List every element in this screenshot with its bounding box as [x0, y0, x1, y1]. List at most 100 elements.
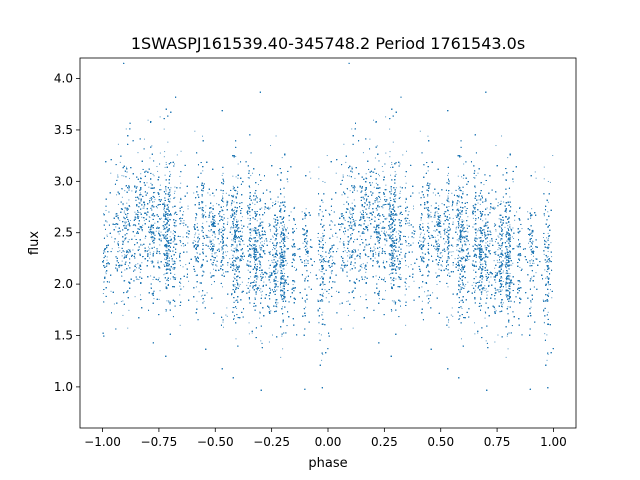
- data-point: [350, 262, 352, 264]
- data-point: [106, 256, 108, 258]
- data-point: [460, 247, 462, 249]
- data-point: [121, 255, 123, 257]
- data-point: [466, 224, 468, 226]
- data-point: [277, 302, 279, 304]
- data-point: [509, 273, 511, 275]
- data-point: [423, 233, 425, 235]
- data-point: [208, 247, 210, 249]
- data-point: [362, 263, 364, 265]
- data-point: [436, 283, 438, 285]
- data-point: [462, 256, 464, 258]
- data-point: [532, 255, 534, 257]
- data-point: [264, 240, 266, 242]
- data-point: [506, 295, 508, 297]
- data-point: [195, 240, 197, 242]
- data-point: [376, 260, 378, 262]
- data-point: [324, 181, 326, 183]
- data-point: [408, 286, 410, 288]
- data-point: [386, 231, 387, 233]
- data-point: [128, 177, 130, 179]
- data-point: [506, 272, 508, 274]
- data-point: [544, 269, 546, 271]
- data-point: [281, 252, 283, 254]
- data-point: [211, 263, 213, 265]
- data-point: [481, 251, 483, 253]
- data-point: [508, 233, 510, 235]
- data-point: [321, 256, 323, 258]
- data-point: [347, 260, 349, 262]
- data-point: [499, 288, 501, 290]
- data-point: [240, 237, 242, 239]
- data-point: [206, 221, 208, 223]
- data-point: [477, 172, 479, 174]
- data-point: [271, 259, 273, 261]
- data-point: [377, 204, 379, 206]
- data-point: [431, 237, 433, 239]
- data-point: [510, 279, 512, 281]
- data-point: [174, 205, 176, 207]
- data-point: [239, 283, 241, 285]
- data-point: [247, 269, 249, 271]
- data-point: [255, 240, 257, 242]
- data-point: [367, 244, 369, 246]
- data-point: [155, 230, 157, 232]
- data-point: [485, 242, 487, 244]
- data-point: [398, 230, 400, 232]
- data-point: [377, 232, 379, 234]
- data-point: [264, 276, 266, 278]
- data-point: [269, 276, 271, 278]
- data-point: [226, 200, 228, 202]
- data-point: [152, 254, 154, 256]
- data-point: [206, 237, 208, 239]
- data-point: [399, 239, 401, 241]
- data-point: [461, 219, 463, 221]
- data-point: [119, 250, 121, 252]
- data-point: [193, 192, 195, 194]
- data-point: [143, 220, 145, 222]
- data-point: [398, 233, 400, 235]
- data-point: [447, 174, 449, 176]
- data-point: [205, 205, 207, 207]
- data-point: [418, 192, 420, 194]
- data-point: [395, 173, 397, 175]
- data-point: [494, 308, 496, 310]
- data-point: [499, 277, 501, 279]
- data-point: [547, 300, 549, 302]
- data-point: [157, 226, 159, 228]
- data-point: [135, 225, 137, 227]
- data-point: [138, 202, 140, 204]
- data-point: [497, 202, 499, 204]
- data-point: [548, 277, 550, 279]
- data-point: [142, 256, 144, 258]
- data-point: [277, 222, 279, 224]
- data-point: [427, 270, 429, 272]
- data-point: [254, 261, 256, 263]
- data-point: [222, 235, 224, 237]
- data-point: [421, 300, 423, 302]
- data-point: [457, 175, 459, 177]
- data-point: [484, 200, 486, 202]
- data-point: [360, 225, 362, 227]
- data-point: [462, 228, 464, 230]
- data-point: [246, 284, 248, 286]
- data-point: [398, 278, 400, 280]
- data-point: [320, 270, 322, 272]
- data-point: [193, 240, 195, 242]
- data-point: [287, 181, 289, 183]
- data-points: [102, 62, 554, 391]
- data-point: [485, 340, 487, 342]
- data-point: [254, 198, 256, 200]
- data-point: [390, 231, 392, 233]
- data-point: [198, 291, 200, 293]
- data-point: [166, 279, 168, 281]
- data-point: [519, 206, 521, 208]
- data-point: [137, 263, 139, 265]
- data-point: [467, 258, 468, 260]
- data-point: [151, 145, 153, 147]
- data-point: [451, 192, 453, 194]
- data-point: [282, 268, 284, 270]
- data-point: [352, 224, 354, 226]
- data-point: [421, 252, 423, 254]
- data-point: [384, 239, 386, 241]
- data-point: [363, 249, 365, 251]
